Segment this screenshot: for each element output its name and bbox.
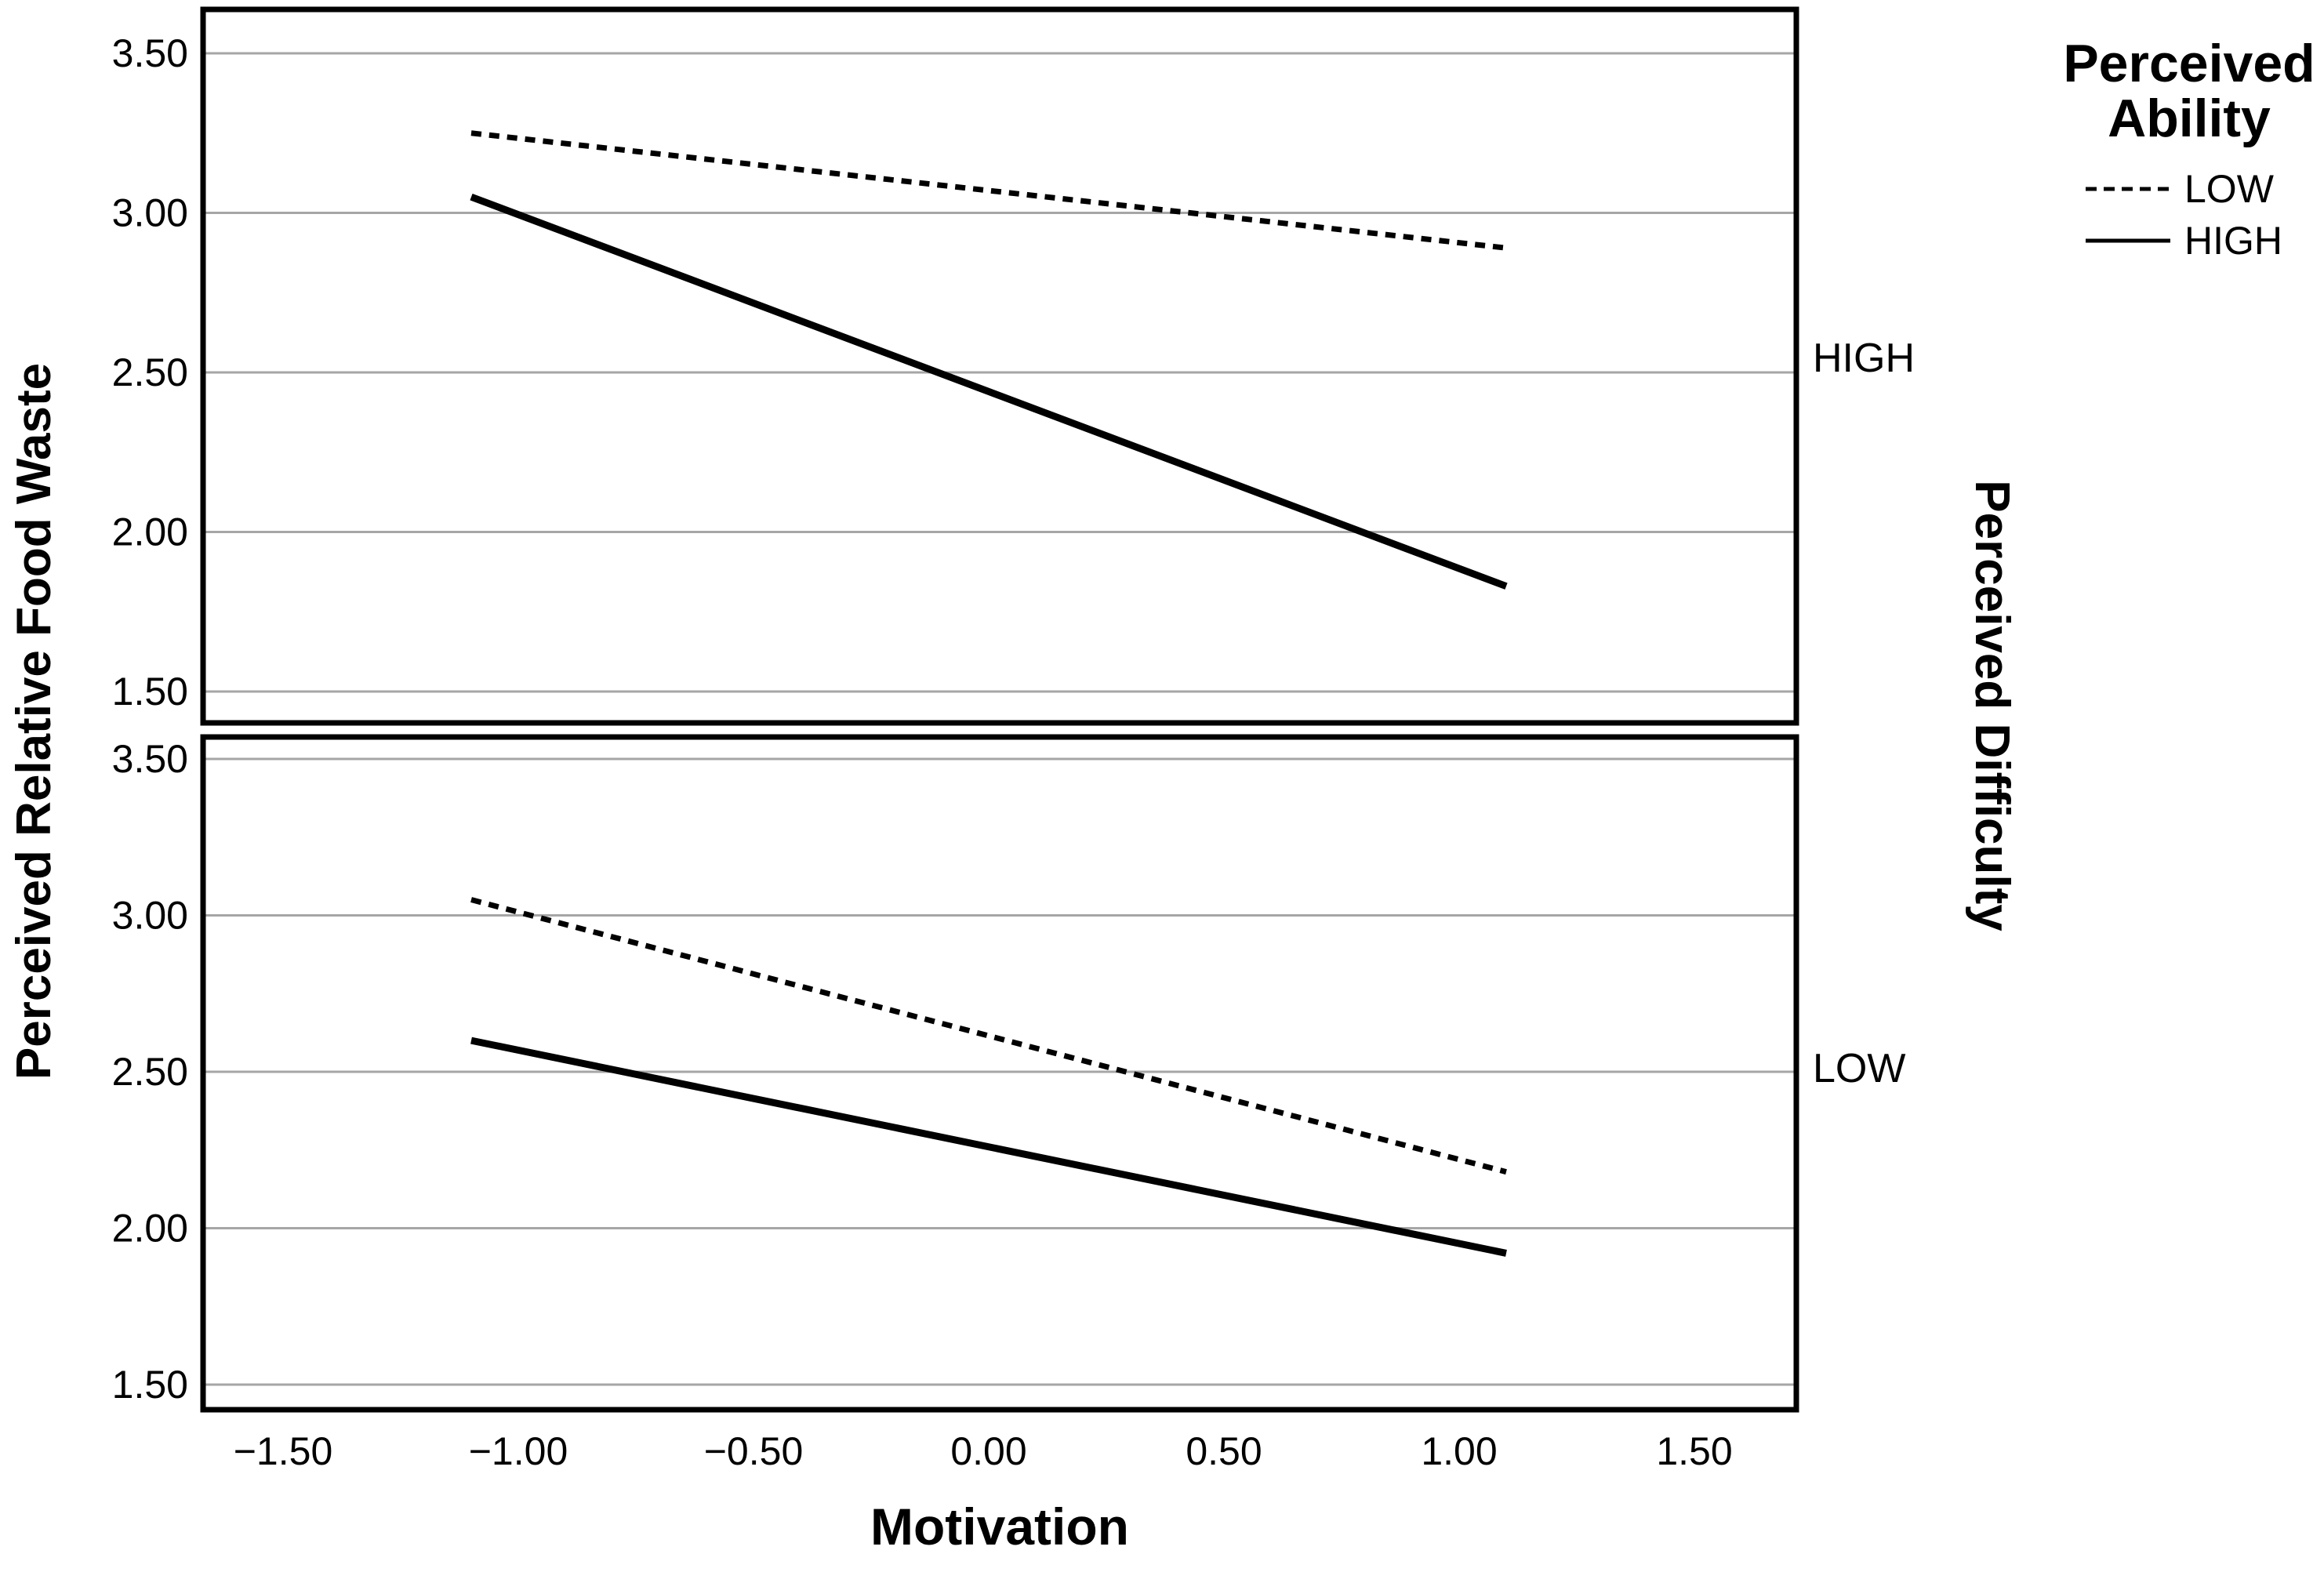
series-line-ability-low	[470, 130, 1507, 251]
right-axis-title: Perceived Difficulty	[1965, 480, 2019, 931]
facet-label: HIGH	[1813, 336, 1915, 381]
y-tick-label: 1.50	[112, 1363, 188, 1407]
legend-title-line: Perceived	[2063, 34, 2315, 93]
panel-border	[200, 6, 1799, 726]
x-tick-label: 0.50	[1186, 1429, 1262, 1473]
panel-border	[200, 734, 1799, 1413]
x-tick-label: 1.50	[1656, 1429, 1732, 1473]
series-line-ability-low	[470, 897, 1507, 1175]
y-tick-label: 3.50	[112, 31, 188, 75]
y-tick-label: 2.50	[112, 1050, 188, 1094]
y-tick-label: 2.50	[112, 350, 188, 394]
x-tick-label: −0.50	[704, 1429, 804, 1473]
y-tick-label: 3.50	[112, 737, 188, 781]
y-tick-label: 3.00	[112, 894, 188, 938]
x-tick-label: −1.00	[469, 1429, 568, 1473]
y-axis-title: Perceived Relative Food Waste	[7, 363, 61, 1080]
x-axis-title: Motivation	[870, 1498, 1129, 1556]
legend-entry-label: LOW	[2184, 167, 2275, 211]
legend-title-line: Ability	[2108, 89, 2271, 148]
y-tick-label: 1.50	[112, 670, 188, 713]
x-tick-label: −1.50	[234, 1429, 333, 1473]
y-tick-label: 2.00	[112, 1207, 188, 1251]
legend-entry-label: HIGH	[2184, 219, 2282, 263]
facet-label: LOW	[1813, 1046, 1905, 1091]
y-tick-label: 3.00	[112, 191, 188, 235]
series-line-ability-high	[470, 1037, 1507, 1257]
x-tick-label: 1.00	[1421, 1429, 1497, 1473]
y-tick-label: 2.00	[112, 510, 188, 554]
series-line-ability-high	[470, 193, 1508, 590]
x-tick-label: 0.00	[950, 1429, 1026, 1473]
